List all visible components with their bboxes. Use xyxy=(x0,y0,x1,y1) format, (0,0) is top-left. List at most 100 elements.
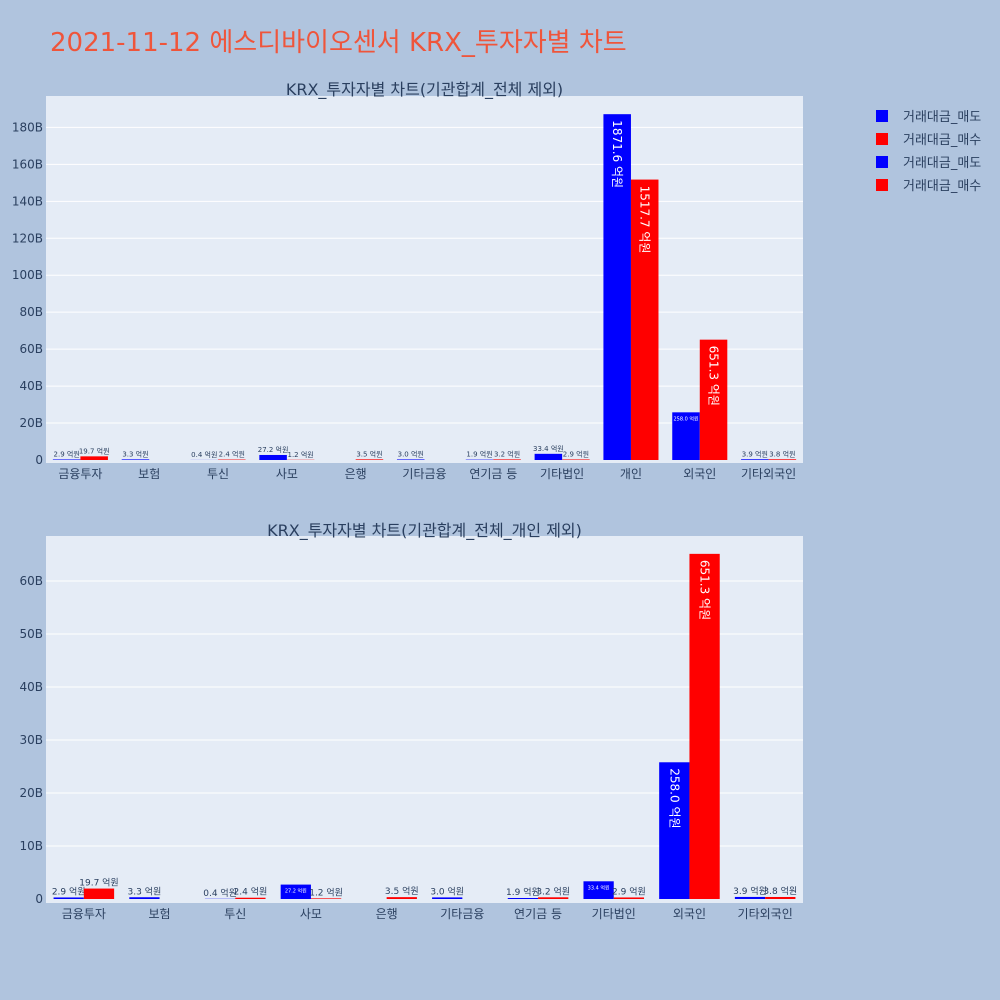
bar xyxy=(432,897,463,899)
legend-swatch xyxy=(876,155,888,168)
data-label: 27.2 억원 xyxy=(285,888,307,895)
legend-swatch xyxy=(876,109,888,122)
bar xyxy=(396,459,425,460)
x-tick-label: 기타외국인 xyxy=(741,467,796,481)
bar xyxy=(659,762,690,899)
x-tick-label: 연기금 등 xyxy=(469,467,517,481)
bar xyxy=(603,114,631,461)
data-label: 3.8 억원 xyxy=(769,449,795,458)
bar xyxy=(121,459,150,460)
x-tick-label: 외국인 xyxy=(673,907,706,921)
y-tick-label: 0 xyxy=(35,892,43,906)
data-label: 19.7 억원 xyxy=(79,877,118,889)
chart-title: KRX_투자자별 차트(기관합계_전체 제외) xyxy=(286,80,563,100)
x-tick-label: 기타금융 xyxy=(402,467,446,481)
legend-label: 거래대금_매수 xyxy=(903,179,982,194)
y-tick-label: 120B xyxy=(12,231,43,245)
data-label: 258.0 억원 xyxy=(667,768,681,828)
data-label: 3.9 억원 xyxy=(742,449,768,458)
bar xyxy=(493,459,521,460)
data-label: 3.3 억원 xyxy=(128,885,162,897)
data-label: 2.9 억원 xyxy=(54,449,80,458)
data-label: 33.4 억원 xyxy=(588,884,610,891)
bar xyxy=(129,897,160,899)
y-tick-label: 80B xyxy=(19,305,43,319)
data-label: 3.5 억원 xyxy=(356,449,382,458)
data-label: 19.7 억원 xyxy=(79,446,110,455)
legend-item[interactable]: 거래대금_매수 xyxy=(876,127,981,150)
y-tick-label: 20B xyxy=(19,416,43,430)
data-label: 1871.6 억원 xyxy=(610,120,624,188)
y-tick-label: 40B xyxy=(19,680,43,694)
data-label: 651.3 억원 xyxy=(698,560,712,620)
data-label: 2.9 억원 xyxy=(563,449,589,458)
data-label: 1517.7 억원 xyxy=(638,186,652,254)
data-label: 1.2 억원 xyxy=(288,450,314,459)
bar xyxy=(538,897,569,899)
chart-title: KRX_투자자별 차트(기관합계_전체_개인 제외) xyxy=(267,521,582,541)
bar xyxy=(741,459,769,460)
y-tick-label: 180B xyxy=(12,120,43,134)
x-tick-label: 보험 xyxy=(149,907,171,921)
legend-label: 거래대금_매도 xyxy=(903,110,982,125)
x-tick-label: 기타법인 xyxy=(540,467,584,481)
bar xyxy=(613,897,645,899)
y-tick-label: 140B xyxy=(12,194,43,208)
bar xyxy=(689,553,720,899)
bar xyxy=(310,898,342,899)
data-label: 3.9 억원 xyxy=(733,885,767,897)
bar xyxy=(80,456,108,460)
bar xyxy=(83,888,115,899)
x-tick-label: 투신 xyxy=(207,467,229,481)
y-tick-label: 10B xyxy=(19,839,43,853)
y-tick-label: 100B xyxy=(12,268,43,282)
bar xyxy=(534,453,563,460)
legend[interactable]: 거래대금_매도 거래대금_매수 거래대금_매도 거래대금_매수 xyxy=(876,104,981,196)
x-tick-label: 보험 xyxy=(138,467,160,481)
bar xyxy=(355,459,384,460)
data-label: 27.2 억원 xyxy=(258,445,289,454)
x-tick-label: 은행 xyxy=(345,466,367,481)
data-label: 1.9 억원 xyxy=(506,886,540,898)
bar xyxy=(280,884,311,899)
legend-label: 거래대금_매도 xyxy=(903,156,982,171)
legend-item[interactable]: 거래대금_매도 xyxy=(876,150,981,173)
x-tick-label: 금융투자 xyxy=(62,907,106,921)
bar xyxy=(765,896,796,899)
y-tick-label: 20B xyxy=(19,786,43,800)
x-tick-label: 사모 xyxy=(276,467,298,481)
y-tick-label: 50B xyxy=(19,627,43,641)
data-label: 3.3 억원 xyxy=(122,449,148,458)
legend-swatch xyxy=(876,132,888,145)
data-label: 2.4 억원 xyxy=(234,886,268,898)
data-label: 3.0 억원 xyxy=(430,885,464,897)
x-tick-label: 투신 xyxy=(224,907,246,921)
bar xyxy=(630,179,659,460)
bar xyxy=(52,459,81,460)
x-tick-label: 연기금 등 xyxy=(514,907,562,921)
page-title: 2021-11-12 에스디바이오센서 KRX_투자자별 차트 xyxy=(50,28,627,58)
y-tick-label: 60B xyxy=(19,574,43,588)
bar xyxy=(507,897,539,899)
bar xyxy=(562,459,590,460)
bar xyxy=(672,412,700,460)
y-tick-label: 160B xyxy=(12,157,43,171)
bar xyxy=(386,897,417,899)
legend-swatch xyxy=(876,178,888,191)
x-tick-label: 외국인 xyxy=(683,467,716,481)
y-tick-label: 40B xyxy=(19,379,43,393)
bar xyxy=(259,454,287,460)
data-label: 258.0 억원 xyxy=(673,415,699,422)
bar xyxy=(734,896,766,899)
y-tick-label: 0 xyxy=(35,453,43,467)
x-tick-label: 사모 xyxy=(300,907,322,921)
data-label: 0.4 억원 xyxy=(203,887,237,899)
data-label: 1.2 억원 xyxy=(309,886,343,898)
legend-item[interactable]: 거래대금_매수 xyxy=(876,173,981,196)
data-label: 3.2 억원 xyxy=(494,449,520,458)
data-label: 2.9 억원 xyxy=(52,885,86,897)
bar xyxy=(699,339,728,460)
data-label: 3.8 억원 xyxy=(763,885,797,897)
legend-item[interactable]: 거래대금_매도 xyxy=(876,104,981,127)
